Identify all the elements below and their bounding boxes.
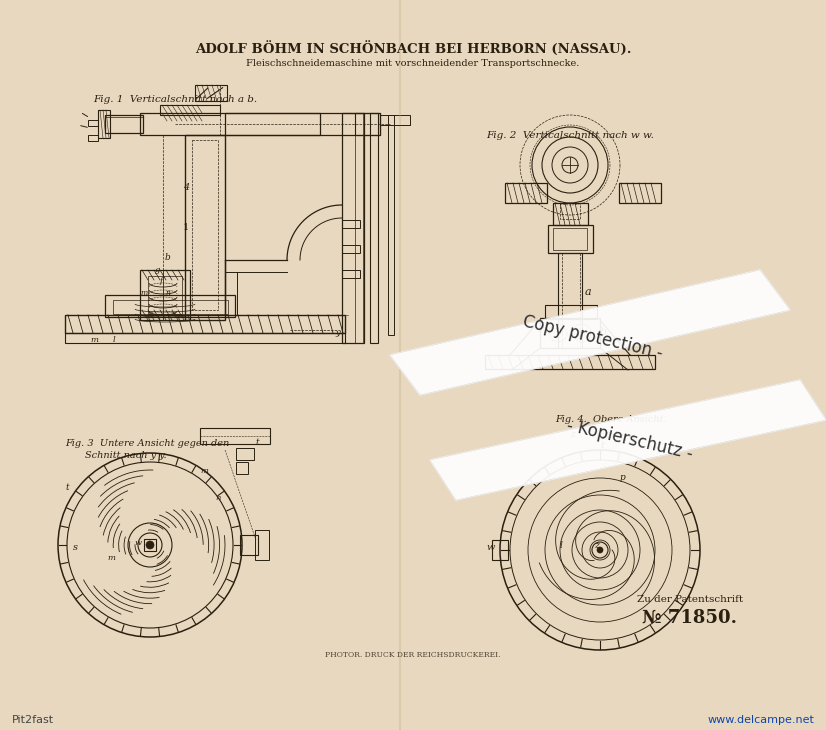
Text: n: n — [165, 289, 170, 297]
Bar — [619, 183, 661, 203]
Text: l: l — [113, 336, 116, 344]
Bar — [88, 120, 98, 126]
Bar — [553, 203, 588, 225]
Text: Copy protection -: Copy protection - — [521, 312, 665, 362]
Text: m: m — [90, 336, 98, 344]
Bar — [545, 305, 597, 319]
Bar — [185, 135, 225, 320]
Bar — [342, 270, 360, 278]
FancyArrowPatch shape — [81, 126, 88, 127]
Bar — [388, 115, 394, 335]
Bar — [195, 85, 227, 101]
Text: l: l — [560, 541, 563, 550]
Bar — [558, 253, 582, 348]
FancyArrowPatch shape — [197, 88, 208, 98]
Text: 1: 1 — [183, 223, 189, 232]
Polygon shape — [390, 270, 790, 395]
Text: t: t — [600, 441, 604, 450]
Bar — [505, 183, 547, 203]
Text: Fig. 1  Verticalschnitt nach a b.: Fig. 1 Verticalschnitt nach a b. — [93, 96, 257, 104]
Text: p: p — [620, 473, 626, 482]
Text: z: z — [594, 541, 599, 550]
Bar — [492, 540, 508, 560]
Bar — [88, 135, 98, 141]
Text: www.delcampe.net: www.delcampe.net — [707, 715, 814, 725]
Text: 4: 4 — [183, 183, 189, 192]
Bar — [380, 115, 410, 125]
Text: n: n — [215, 494, 221, 502]
Text: Fig. 2  Verticalschnitt nach w w.: Fig. 2 Verticalschnitt nach w w. — [486, 131, 654, 139]
Bar — [105, 295, 235, 317]
Bar — [560, 203, 580, 219]
Text: PHOTOR. DRUCK DER REICHSDRUCKEREI.: PHOTOR. DRUCK DER REICHSDRUCKEREI. — [325, 651, 501, 659]
Bar — [192, 140, 218, 310]
Text: t: t — [255, 438, 259, 447]
Text: s: s — [73, 543, 78, 552]
Text: Fig. 3  Untere Ansicht gegen den: Fig. 3 Untere Ansicht gegen den — [65, 439, 230, 447]
Bar — [113, 300, 228, 314]
Circle shape — [597, 547, 603, 553]
Bar — [140, 113, 320, 135]
Bar — [553, 228, 587, 250]
Bar — [342, 113, 364, 343]
Bar — [98, 110, 110, 138]
FancyArrowPatch shape — [83, 113, 88, 117]
Text: Fig. 4.  Obere Ansicht.: Fig. 4. Obere Ansicht. — [555, 415, 667, 425]
Text: Fleischschneidemaschine mit vorschneidender Transportschnecke.: Fleischschneidemaschine mit vorschneiden… — [246, 58, 580, 67]
Bar — [355, 113, 363, 343]
Text: m: m — [200, 467, 208, 475]
Bar — [225, 113, 380, 135]
Text: b: b — [165, 253, 171, 262]
Text: Schnitt nach y y.: Schnitt nach y y. — [85, 450, 167, 459]
Bar — [236, 448, 254, 460]
Bar — [540, 318, 600, 348]
Text: m: m — [140, 289, 147, 297]
FancyArrowPatch shape — [207, 88, 223, 99]
Text: w: w — [135, 539, 142, 547]
Text: g: g — [155, 266, 160, 274]
Bar — [370, 113, 378, 343]
Bar — [548, 225, 593, 253]
Bar — [342, 245, 360, 253]
Text: Pit2fast: Pit2fast — [12, 715, 55, 725]
Text: w: w — [486, 543, 495, 552]
Text: - Kopierschutz -: - Kopierschutz - — [565, 417, 695, 464]
Text: z: z — [570, 430, 575, 439]
Bar — [160, 105, 220, 115]
Bar — [342, 220, 360, 228]
Bar — [105, 115, 143, 133]
Bar — [485, 355, 655, 369]
Text: m: m — [107, 554, 115, 562]
Text: b: b — [600, 327, 607, 337]
Bar — [148, 276, 182, 314]
Circle shape — [146, 541, 154, 549]
Bar — [355, 113, 380, 135]
Bar — [200, 428, 270, 444]
Text: № 71850.: № 71850. — [643, 609, 738, 627]
Bar — [65, 315, 345, 333]
Bar — [140, 270, 190, 320]
Text: Zu der Patentschrift: Zu der Patentschrift — [637, 596, 743, 604]
Bar — [255, 530, 269, 560]
Bar — [240, 535, 258, 555]
Bar — [236, 462, 248, 474]
Bar — [65, 333, 345, 343]
Text: t: t — [65, 483, 69, 492]
Text: ADOLF BÖHM IN SCHÖNBACH BEI HERBORN (NASSAU).: ADOLF BÖHM IN SCHÖNBACH BEI HERBORN (NAS… — [195, 41, 631, 55]
Text: f: f — [160, 277, 163, 285]
Text: a: a — [585, 287, 591, 297]
Polygon shape — [430, 380, 826, 500]
Text: y: y — [335, 329, 339, 337]
